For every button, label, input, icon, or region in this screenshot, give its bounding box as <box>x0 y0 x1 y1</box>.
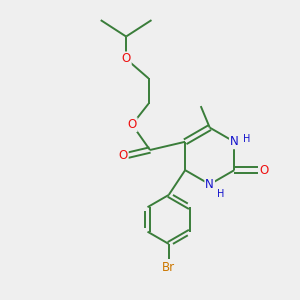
Text: O: O <box>118 149 128 163</box>
Text: N: N <box>230 135 239 148</box>
Text: O: O <box>128 118 137 131</box>
Text: O: O <box>122 52 131 65</box>
Text: N: N <box>205 178 214 191</box>
Text: H: H <box>243 134 250 144</box>
Text: H: H <box>217 189 225 199</box>
Text: O: O <box>259 164 268 177</box>
Text: Br: Br <box>162 261 175 274</box>
